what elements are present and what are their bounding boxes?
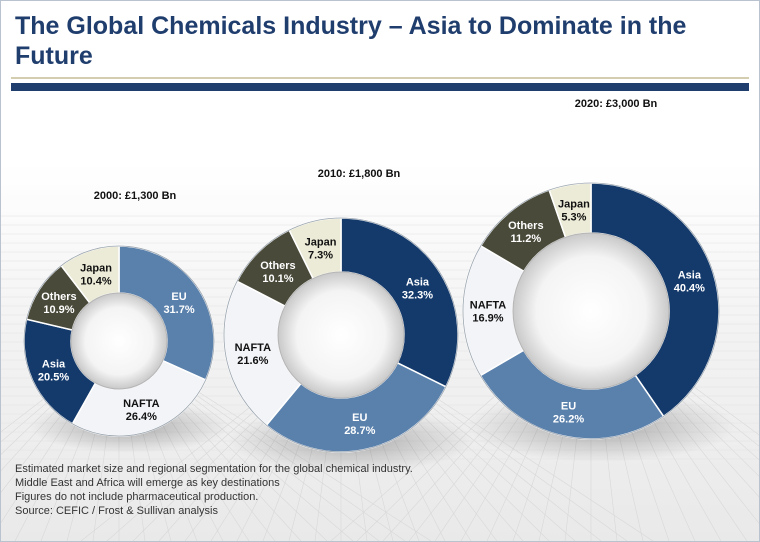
title-rule-tan bbox=[11, 77, 749, 79]
footnote-line: Source: CEFIC / Frost & Sullivan analysi… bbox=[15, 505, 218, 517]
segment-label-name: Asia bbox=[406, 276, 430, 288]
segment-label-value: 10.9% bbox=[43, 304, 74, 316]
footnote-line: Estimated market size and regional segme… bbox=[15, 463, 413, 475]
segment-label-value: 21.6% bbox=[237, 355, 268, 367]
segment-label-value: 40.4% bbox=[674, 282, 705, 294]
segment-label-name: Others bbox=[260, 260, 295, 272]
segment-label-value: 26.2% bbox=[553, 414, 584, 426]
donut-hole bbox=[277, 271, 405, 399]
segment-label-name: NAFTA bbox=[470, 300, 507, 312]
donut-hole bbox=[512, 232, 670, 390]
footnote-line: Middle East and Africa will emerge as ke… bbox=[15, 477, 280, 489]
donut-outer-rim bbox=[23, 245, 215, 437]
slide-title: The Global Chemicals Industry – Asia to … bbox=[15, 12, 687, 70]
segment-label-name: NAFTA bbox=[123, 398, 160, 410]
donut-outer-rim bbox=[462, 182, 720, 440]
segment-label-value: 16.9% bbox=[472, 313, 503, 325]
segment-label-name: Japan bbox=[305, 236, 337, 248]
footnote-line: Figures do not include pharmaceutical pr… bbox=[15, 491, 259, 503]
segment-label-value: 10.1% bbox=[262, 273, 293, 285]
segment-label-value: 20.5% bbox=[38, 372, 69, 384]
segment-label-value: 10.4% bbox=[80, 275, 111, 287]
title-rule-navy bbox=[11, 83, 749, 91]
segment-label-name: EU bbox=[352, 412, 367, 424]
footnotes: Estimated market size and regional segme… bbox=[15, 462, 615, 518]
segment-label-value: 26.4% bbox=[126, 411, 157, 423]
donut-title: 2000: £1,300 Bn bbox=[94, 190, 177, 202]
segment-label-name: EU bbox=[561, 401, 576, 413]
segment-label-value: 5.3% bbox=[561, 211, 586, 223]
donut-outer-rim bbox=[223, 217, 459, 453]
segment-label-value: 31.7% bbox=[163, 304, 194, 316]
segment-label-name: EU bbox=[171, 291, 186, 303]
donut-layer: 2000: £1,300 BnEU31.7%NAFTA26.4%Asia20.5… bbox=[23, 98, 736, 474]
segment-label-name: Asia bbox=[678, 269, 702, 281]
donut-title: 2010: £1,800 Bn bbox=[318, 168, 401, 180]
segment-label-value: 32.3% bbox=[402, 289, 433, 301]
segment-label-name: Asia bbox=[42, 359, 66, 371]
segment-label-value: 11.2% bbox=[511, 233, 542, 245]
segment-label-value: 7.3% bbox=[308, 249, 333, 261]
donut-hole bbox=[70, 292, 168, 390]
segment-label-name: Japan bbox=[80, 262, 112, 274]
segment-label-name: Others bbox=[508, 220, 543, 232]
segment-label-name: Others bbox=[41, 291, 76, 303]
segment-label-name: Japan bbox=[558, 198, 590, 210]
segment-label-name: NAFTA bbox=[235, 342, 272, 354]
donut-title: 2020: £3,000 Bn bbox=[575, 98, 658, 110]
segment-label-value: 28.7% bbox=[344, 425, 375, 437]
